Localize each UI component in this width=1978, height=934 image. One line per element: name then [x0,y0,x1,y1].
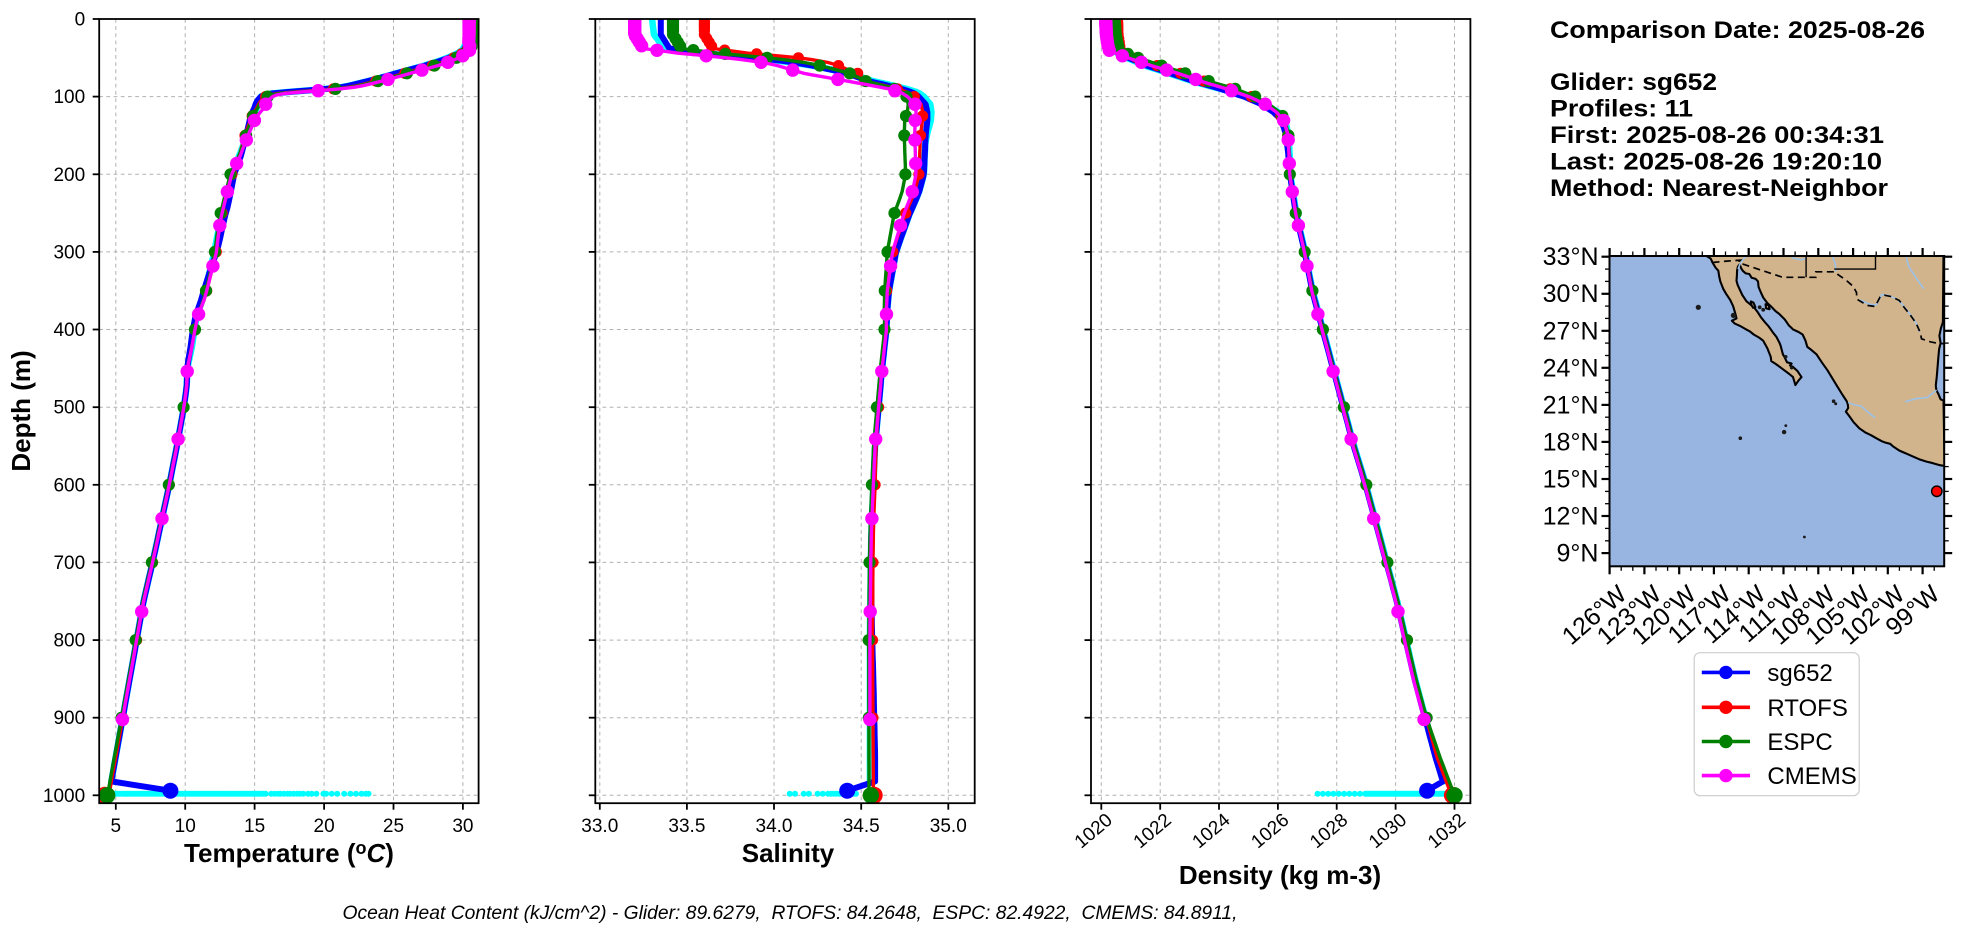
svg-text:9°N: 9°N [1557,540,1599,568]
svg-text:33°N: 33°N [1543,243,1599,271]
svg-text:900: 900 [53,708,85,729]
svg-text:First: 2025-08-26 00:34:31: First: 2025-08-26 00:34:31 [1550,122,1884,149]
svg-text:Depth (m): Depth (m) [6,350,36,471]
svg-text:35.0: 35.0 [930,816,967,837]
svg-text:RTOFS: RTOFS [1767,695,1847,722]
svg-text:Ocean Heat Content (kJ/cm^2) -: Ocean Heat Content (kJ/cm^2) - Glider: 8… [343,903,1238,924]
svg-text:ESPC: ESPC [1767,729,1832,756]
svg-text:Method: Nearest-Neighbor: Method: Nearest-Neighbor [1550,175,1888,202]
svg-text:Comparison Date: 2025-08-26: Comparison Date: 2025-08-26 [1550,17,1925,44]
svg-text:Profiles: 11: Profiles: 11 [1550,96,1693,123]
svg-text:34.0: 34.0 [756,816,793,837]
svg-text:5: 5 [111,816,122,837]
svg-text:30: 30 [452,816,473,837]
svg-text:33.5: 33.5 [668,816,705,837]
svg-text:33.0: 33.0 [581,816,618,837]
svg-text:Salinity: Salinity [742,838,835,868]
svg-text:1000: 1000 [43,786,85,807]
svg-text:30°N: 30°N [1543,280,1599,308]
svg-text:800: 800 [53,631,85,652]
svg-text:CMEMS: CMEMS [1767,763,1856,790]
svg-text:Density (kg m-3): Density (kg m-3) [1179,860,1381,890]
svg-text:0: 0 [75,10,86,31]
svg-text:12°N: 12°N [1543,503,1599,531]
svg-text:Glider: sg652: Glider: sg652 [1550,69,1717,96]
svg-text:300: 300 [53,242,85,263]
svg-text:100: 100 [53,87,85,108]
svg-text:15°N: 15°N [1543,466,1599,494]
svg-text:21°N: 21°N [1543,391,1599,419]
svg-text:20: 20 [314,816,335,837]
svg-text:15: 15 [244,816,265,837]
svg-text:700: 700 [53,553,85,574]
svg-text:34.5: 34.5 [843,816,880,837]
svg-text:sg652: sg652 [1767,660,1832,687]
svg-text:200: 200 [53,165,85,186]
svg-text:24°N: 24°N [1543,354,1599,382]
svg-text:27°N: 27°N [1543,317,1599,345]
svg-text:600: 600 [53,475,85,496]
svg-text:25: 25 [383,816,404,837]
svg-text:18°N: 18°N [1543,428,1599,456]
svg-text:500: 500 [53,398,85,419]
svg-text:400: 400 [53,320,85,341]
svg-text:10: 10 [175,816,196,837]
svg-text:Last: 2025-08-26 19:20:10: Last: 2025-08-26 19:20:10 [1550,149,1882,176]
